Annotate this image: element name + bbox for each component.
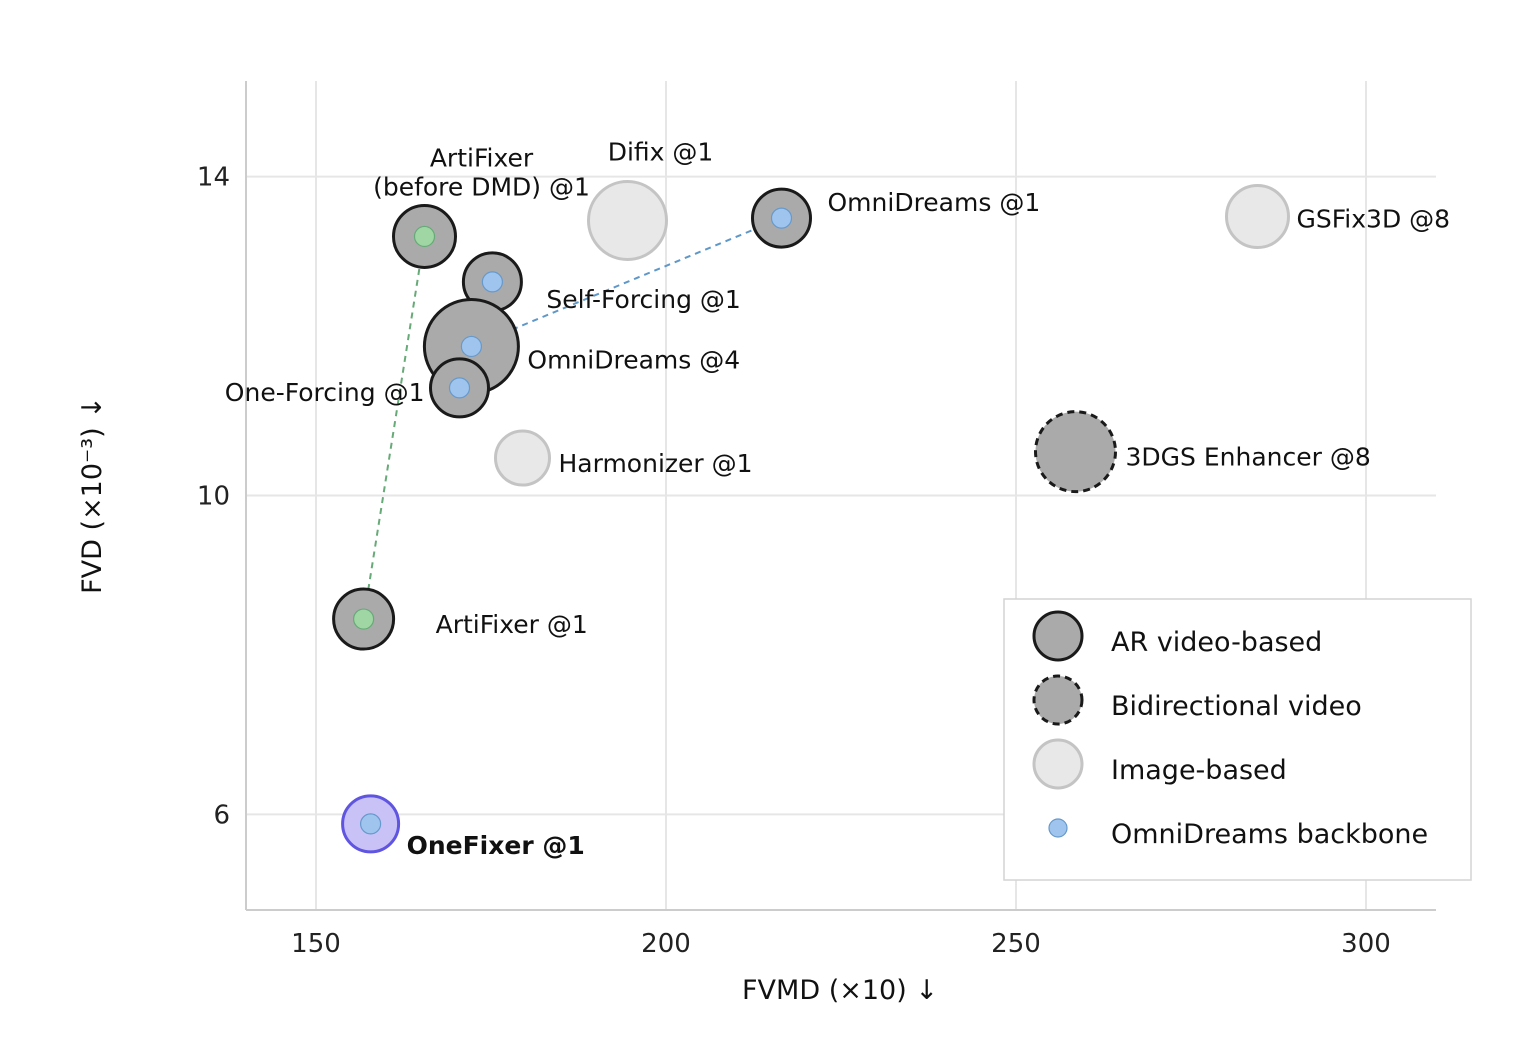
label-onefixer: OneFixer @1 [407, 831, 585, 860]
y-tick-label: 10 [197, 482, 230, 512]
legend-frame [1003, 598, 1472, 881]
x-tick-label: 250 [991, 929, 1041, 959]
connector-lines [362, 217, 782, 620]
point-3dgs-enhancer [1034, 410, 1117, 494]
label-line: ArtiFixer [430, 143, 534, 172]
x-tick-label: 150 [291, 929, 341, 959]
axes [245, 81, 1436, 911]
x-tick-label: 200 [641, 929, 691, 959]
y-tick-label: 6 [213, 800, 230, 830]
data-points [332, 179, 1290, 854]
label-difix: Difix @1 [608, 137, 714, 166]
label-3dgs-enhancer: 3DGS Enhancer @8 [1126, 443, 1371, 472]
omnidreams-backbone-dot-onefixer [360, 813, 382, 835]
omnidreams-backbone-dot-self-forcing [481, 271, 503, 293]
x-axis-title: FVMD (×10) ↓ [742, 975, 938, 1006]
label-omnidreams-1: OmniDreams @1 [828, 188, 1041, 217]
y-axis-title: FVD (×10⁻³) ↓ [77, 396, 108, 594]
label-artifixer-before-dmd: ArtiFixer (before DMD) @1 [373, 143, 590, 201]
label-harmonizer: Harmonizer @1 [559, 449, 753, 478]
legend-marker-ar [1032, 610, 1084, 662]
legend-label: AR video-based [1111, 627, 1322, 658]
x-tick-labels: 150 200 250 300 [291, 929, 1391, 959]
label-self-forcing: Self-Forcing @1 [546, 285, 740, 314]
x-tick-label: 300 [1341, 929, 1391, 959]
omnidreams-backbone-dot-omnidreams-4 [460, 335, 482, 358]
label-omnidreams-4: OmniDreams @4 [527, 345, 740, 374]
connector-artifixer-before-dmd-artifixer [362, 236, 426, 620]
point-harmonizer [494, 429, 551, 487]
label-line: (before DMD) @1 [373, 172, 590, 201]
legend-label: Bidirectional video [1111, 691, 1362, 722]
point-gsfix3d [1225, 184, 1290, 250]
point-labels: ArtiFixer (before DMD) @1 Difix @1 OmniDrea… [225, 137, 1450, 859]
legend-label: Image-based [1111, 755, 1287, 786]
legend-marker-bidirectional [1032, 674, 1084, 726]
label-gsfix3d: GSFix3D @8 [1297, 205, 1451, 234]
legend-label: OmniDreams backbone [1111, 819, 1428, 850]
legend: AR video-based Bidirectional video Image-b… [1003, 598, 1472, 881]
artifixer-backbone-dot-artifixer [353, 608, 375, 630]
artifixer-backbone-dot-artifixer-before-dmd [413, 225, 436, 248]
point-difix [587, 179, 668, 261]
legend-marker-image [1032, 738, 1084, 790]
omnidreams-backbone-dot-omnidreams-1 [770, 207, 793, 229]
legend-marker-omnidreams-backbone [1048, 818, 1068, 838]
y-tick-label: 14 [197, 163, 230, 193]
y-tick-labels: 6 10 14 [197, 163, 230, 831]
label-artifixer: ArtiFixer @1 [436, 610, 588, 639]
label-one-forcing: One-Forcing @1 [225, 378, 425, 407]
connector-omnidreams-4-omnidreams-1 [471, 217, 782, 348]
omnidreams-backbone-dot-one-forcing [448, 377, 471, 399]
